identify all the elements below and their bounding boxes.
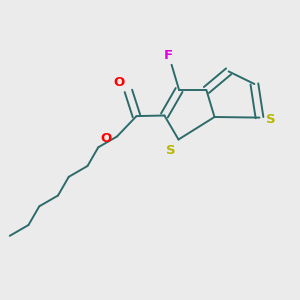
Text: F: F: [164, 49, 173, 62]
Text: S: S: [266, 112, 276, 126]
Text: O: O: [114, 76, 125, 89]
Text: S: S: [166, 143, 176, 157]
Text: O: O: [100, 131, 111, 145]
